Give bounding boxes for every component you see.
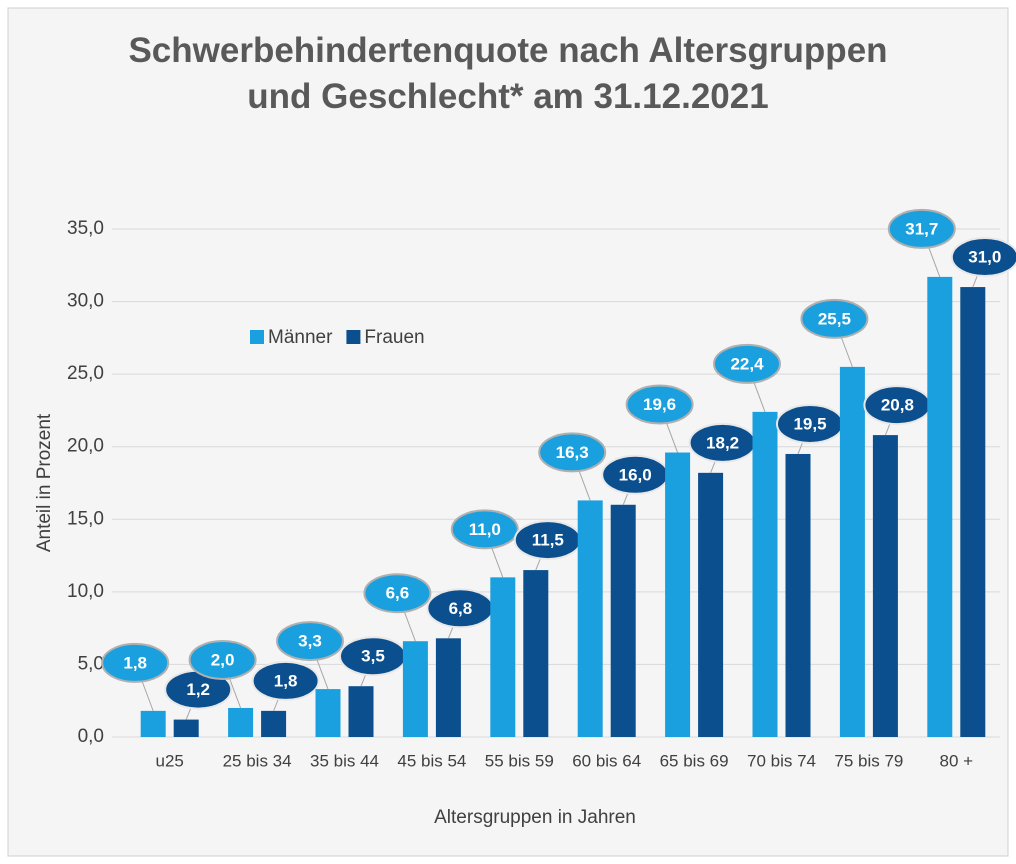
bar: [402, 641, 428, 737]
bar: [348, 686, 374, 737]
x-axis-label: Altersgruppen in Jahren: [434, 807, 636, 828]
x-tick-label: 80 +: [940, 751, 974, 770]
bar: [839, 366, 865, 737]
y-tick-label: 20,0: [67, 436, 104, 457]
data-label: 11,5: [532, 531, 564, 550]
data-label: 6,8: [449, 599, 473, 618]
data-label: 16,3: [556, 443, 589, 462]
data-label: 2,0: [211, 650, 235, 669]
y-tick-label: 30,0: [67, 291, 104, 312]
bar: [610, 504, 636, 737]
data-label-bubble: [363, 573, 432, 614]
bar: [523, 570, 549, 737]
x-tick-label: u25: [156, 751, 184, 770]
bar: [435, 638, 461, 737]
bar: [698, 472, 724, 737]
x-tick-label: 60 bis 64: [572, 751, 641, 770]
bar: [960, 287, 986, 737]
y-axis-label: Anteil in Prozent: [34, 413, 55, 552]
bar: [173, 719, 199, 737]
bar: [261, 710, 287, 737]
data-label-bubble: [713, 343, 781, 384]
data-label: 3,3: [298, 632, 322, 651]
bar: [927, 276, 953, 737]
bar: [785, 453, 811, 737]
data-label-bubble: [538, 432, 607, 473]
bar: [872, 435, 898, 737]
data-label: 1,8: [123, 653, 147, 672]
data-label: 22,4: [730, 354, 764, 373]
data-label-bubble: [101, 642, 170, 683]
chart-title: Schwerbehindertenquote nach Altersgruppe…: [128, 31, 888, 116]
y-tick-label: 35,0: [67, 218, 104, 239]
y-tick-label: 25,0: [67, 363, 104, 384]
data-label-bubble: [188, 639, 257, 680]
data-label-bubble: [800, 298, 869, 339]
bar: [490, 577, 516, 737]
bar: [228, 707, 254, 737]
bar: [665, 452, 691, 737]
legend-label: Männer: [268, 327, 333, 348]
data-label: 1,2: [186, 680, 210, 699]
data-label: 1,8: [274, 671, 298, 690]
data-label: 11,0: [469, 520, 501, 539]
y-tick-label: 10,0: [67, 581, 104, 602]
legend-swatch: [346, 330, 361, 344]
bar: [577, 500, 603, 737]
data-label: 3,5: [361, 647, 385, 666]
data-label: 25,5: [818, 309, 851, 328]
y-tick-label: 5,0: [78, 653, 104, 674]
data-label-bubble: [950, 237, 1016, 278]
data-label-bubble: [251, 660, 320, 701]
data-label: 31,0: [968, 248, 1001, 267]
bar: [140, 710, 166, 737]
legend-swatch: [250, 330, 264, 344]
data-label: 31,7: [905, 219, 938, 238]
data-label: 20,8: [881, 396, 914, 415]
x-tick-label: 25 bis 34: [223, 751, 292, 770]
x-tick-label: 45 bis 54: [397, 751, 466, 770]
data-label: 19,6: [643, 395, 676, 414]
x-tick-label: 35 bis 44: [310, 751, 379, 770]
data-label-bubble: [625, 384, 694, 425]
data-label: 16,0: [619, 465, 652, 484]
x-tick-label: 55 bis 59: [485, 751, 554, 770]
x-tick-label: 75 bis 79: [834, 751, 903, 770]
data-label: 6,6: [386, 584, 410, 603]
y-tick-label: 15,0: [67, 508, 104, 529]
legend-label: Frauen: [364, 327, 424, 348]
data-label-bubble: [276, 621, 344, 662]
bar: [315, 689, 341, 737]
x-tick-label: 65 bis 69: [660, 751, 729, 770]
data-label: 19,5: [793, 414, 826, 433]
x-tick-label: 70 bis 74: [747, 751, 816, 770]
y-tick-label: 0,0: [78, 726, 104, 747]
data-label-bubble: [450, 509, 519, 550]
data-label-bubble: [887, 208, 956, 249]
bar: [752, 411, 778, 737]
data-label: 18,2: [706, 433, 739, 452]
